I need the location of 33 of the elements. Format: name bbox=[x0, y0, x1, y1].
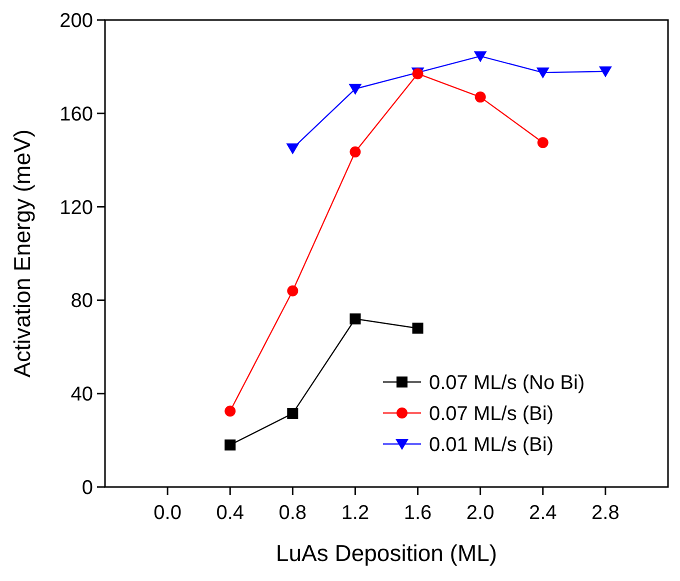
y-tick-label: 120 bbox=[60, 196, 93, 219]
point bbox=[224, 406, 236, 417]
point bbox=[474, 92, 486, 103]
x-tick-label: 2.0 bbox=[466, 502, 494, 524]
point bbox=[536, 68, 550, 79]
y-axis-title: Activation Energy (meV) bbox=[9, 130, 35, 378]
point bbox=[537, 137, 548, 148]
point bbox=[412, 322, 424, 334]
y-tick-label: 0 bbox=[82, 477, 93, 499]
point bbox=[350, 313, 361, 324]
y-tick-label: 160 bbox=[60, 103, 93, 126]
point bbox=[348, 84, 362, 95]
x-tick-label: 1.6 bbox=[404, 502, 432, 524]
point bbox=[598, 66, 612, 78]
point bbox=[287, 285, 298, 296]
x-tick-label: 2.4 bbox=[528, 502, 557, 524]
x-tick-label: 1.2 bbox=[341, 502, 370, 524]
x-tick-label: 0.0 bbox=[154, 502, 182, 524]
x-tick-label: 0.4 bbox=[216, 502, 244, 524]
y-tick-label: 80 bbox=[70, 290, 93, 312]
point bbox=[474, 51, 487, 62]
legend-label: 0.07 ML/s (No Bi) bbox=[429, 372, 585, 394]
x-axis-title: LuAs Deposition (ML) bbox=[276, 540, 498, 566]
y-tick-label: 200 bbox=[60, 10, 93, 32]
x-tick-label: 2.8 bbox=[592, 502, 620, 524]
point bbox=[350, 146, 361, 158]
point bbox=[287, 408, 298, 419]
legend-label: 0.01 ML/s (Bi) bbox=[429, 434, 554, 456]
point bbox=[224, 439, 236, 450]
legend-label: 0.07 ML/s (Bi) bbox=[429, 403, 554, 425]
y-tick-label: 40 bbox=[70, 384, 93, 406]
point bbox=[286, 143, 300, 154]
x-tick-label: 0.8 bbox=[278, 502, 307, 524]
